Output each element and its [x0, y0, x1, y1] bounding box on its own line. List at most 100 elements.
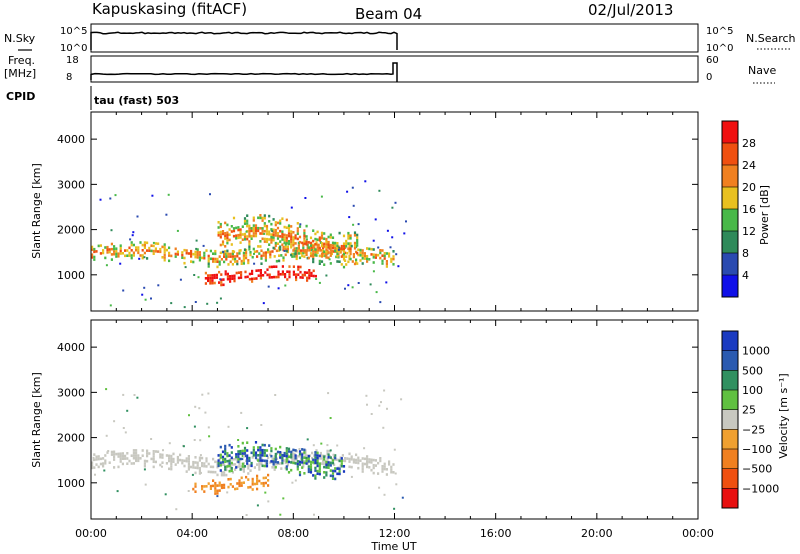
velocity-echo-cell	[363, 457, 366, 461]
power-colorbar-segment	[722, 187, 738, 209]
velocity-echo-cell	[143, 468, 146, 471]
power-echo-cell	[236, 262, 239, 266]
power-echo-cell	[236, 260, 239, 263]
velocity-echo-cell	[258, 479, 261, 483]
power-echo-cell	[304, 197, 307, 199]
power-echo-cell	[288, 273, 291, 276]
velocity-echo-cell	[256, 482, 259, 486]
power-echo-cell	[374, 256, 377, 259]
velocity-colorbar-segment	[722, 350, 738, 371]
power-echo-cell	[97, 244, 100, 248]
velocity-echo-cell	[218, 481, 221, 485]
power-echo-cell	[356, 233, 359, 237]
velocity-echo-cell	[265, 464, 269, 468]
power-echo-cell	[298, 256, 302, 260]
power-echo-cell	[141, 293, 144, 296]
velocity-echo-cell	[251, 483, 254, 486]
velocity-echo-cell	[121, 462, 124, 466]
velocity-echo-cell	[124, 431, 127, 434]
power-echo-cell	[361, 257, 364, 260]
power-echo-cell	[306, 279, 309, 282]
power-echo-cell	[267, 250, 270, 254]
velocity-echo-cell	[119, 457, 122, 461]
power-echo-cell	[327, 240, 330, 244]
velocity-colorbar-tick-label: 500	[742, 364, 763, 377]
power-echo-cell	[259, 216, 262, 220]
power-echo-cell	[297, 273, 300, 276]
noise-panel-frame	[90, 23, 699, 53]
power-echo-cell	[214, 252, 217, 256]
velocity-echo-cell	[237, 452, 240, 456]
velocity-echo-cell	[319, 457, 322, 460]
power-echo-cell	[327, 251, 330, 254]
velocity-echo-cell	[176, 455, 179, 459]
power-echo-cell	[254, 229, 258, 233]
power-echo-cell	[242, 256, 245, 260]
velocity-echo-cell	[372, 458, 375, 462]
velocity-echo-cell	[296, 465, 299, 468]
power-echo-cell	[235, 234, 238, 237]
power-echo-cell	[325, 248, 328, 251]
power-echo-cell	[318, 259, 321, 263]
velocity-echo-cell	[187, 457, 190, 461]
power-echo-cell	[262, 274, 265, 277]
velocity-echo-cell	[311, 451, 314, 455]
power-echo-cell	[279, 222, 282, 225]
power-echo-cell	[106, 251, 109, 254]
power-echo-cell	[113, 250, 116, 253]
time-tick-label: 16:00	[480, 527, 512, 540]
velocity-echo-cell	[137, 459, 140, 463]
velocity-echo-cell	[390, 470, 393, 474]
power-echo-cell	[279, 229, 282, 233]
velocity-echo-cell	[174, 463, 177, 466]
velocity-echo-cell	[172, 457, 175, 461]
velocity-echo-cell	[264, 491, 267, 494]
power-echo-cell	[347, 234, 350, 238]
power-echo-cell	[218, 255, 221, 258]
velocity-echo-cell	[342, 465, 346, 468]
velocity-echo-cell	[194, 482, 197, 486]
power-echo-cell	[190, 260, 193, 263]
velocity-echo-cell	[198, 407, 201, 410]
power-echo-cell	[257, 245, 260, 248]
velocity-echo-cell	[192, 463, 195, 467]
velocity-echo-cell	[290, 461, 293, 464]
power-echo-cell	[299, 276, 302, 279]
power-echo-cell	[392, 250, 395, 253]
velocity-echo-cell	[307, 467, 310, 471]
velocity-echo-cell	[161, 465, 163, 468]
velocity-echo-cell	[388, 460, 391, 463]
velocity-echo-cell	[243, 446, 247, 450]
velocity-colorbar-tick-label: −100	[742, 443, 772, 456]
velocity-echo-cell	[246, 457, 249, 460]
power-echo-cell	[346, 190, 349, 193]
power-echo-cell	[271, 230, 274, 233]
power-echo-cell	[193, 274, 196, 276]
power-echo-cell	[237, 276, 240, 280]
power-echo-cell	[206, 302, 209, 305]
velocity-echo-cell	[234, 487, 237, 491]
velocity-echo-cell	[314, 469, 317, 472]
velocity-echo-cell	[241, 465, 244, 468]
velocity-echo-cell	[257, 459, 260, 462]
velocity-echo-cell	[224, 468, 227, 471]
power-echo-cell	[338, 260, 341, 263]
velocity-echo-cell	[368, 458, 371, 461]
velocity-echo-cell	[216, 495, 219, 498]
velocity-echo-cell	[106, 451, 109, 454]
power-echo-cell	[282, 259, 285, 262]
power-echo-cell	[181, 251, 184, 254]
power-echo-cell	[314, 248, 317, 251]
velocity-echo-cell	[245, 475, 248, 479]
velocity-echo-cell	[148, 452, 151, 455]
power-echo-cell	[128, 251, 131, 255]
power-echo-cell	[218, 270, 221, 274]
power-echo-cell	[263, 240, 266, 243]
power-echo-cell	[366, 257, 369, 261]
power-echo-cell	[347, 231, 350, 235]
velocity-echo-cell	[199, 454, 202, 457]
velocity-echo-cell	[128, 459, 131, 463]
power-echo-cell	[254, 234, 258, 238]
velocity-echo-cell	[97, 457, 100, 461]
